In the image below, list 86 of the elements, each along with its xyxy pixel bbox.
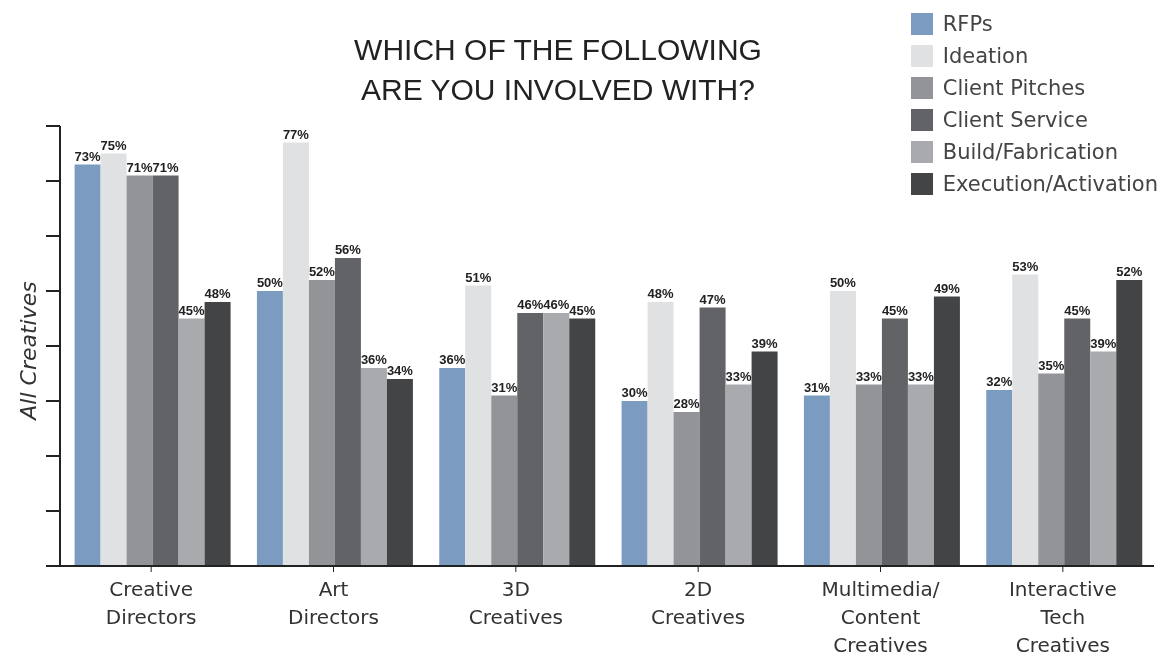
data-label: 33% bbox=[907, 368, 935, 384]
bar bbox=[126, 175, 153, 566]
data-label: 50% bbox=[256, 275, 284, 290]
bar bbox=[725, 384, 752, 566]
bar bbox=[1012, 274, 1039, 566]
data-label: 51% bbox=[465, 269, 492, 285]
x-tick-label: Multimedia/ Content Creatives bbox=[821, 577, 940, 657]
data-label: 45% bbox=[881, 302, 909, 318]
data-label: 45% bbox=[178, 302, 206, 318]
bar bbox=[881, 318, 908, 566]
bar bbox=[386, 379, 413, 566]
data-label: 33% bbox=[855, 368, 883, 384]
bar bbox=[1064, 318, 1091, 566]
bar bbox=[465, 285, 492, 566]
data-label: 45% bbox=[1064, 302, 1091, 318]
bar bbox=[673, 412, 700, 566]
data-label: 47% bbox=[699, 291, 727, 307]
data-label: 75% bbox=[100, 137, 128, 153]
data-label: 30% bbox=[621, 385, 649, 400]
bar bbox=[543, 313, 570, 566]
bar bbox=[517, 313, 544, 566]
chart-title: WHICH OF THE FOLLOWING ARE YOU INVOLVED WITH? bbox=[353, 32, 763, 108]
data-label: 46% bbox=[517, 297, 544, 312]
legend-label: Client Pitches bbox=[941, 75, 1087, 102]
data-label: 50% bbox=[829, 275, 857, 290]
bar bbox=[152, 175, 179, 566]
data-label: 31% bbox=[803, 379, 831, 395]
data-label: 31% bbox=[491, 379, 518, 395]
bar bbox=[699, 307, 726, 566]
data-label: 49% bbox=[933, 280, 961, 296]
data-label: 39% bbox=[751, 335, 779, 351]
bar bbox=[829, 291, 856, 566]
x-tick-label: Interactive Tech Creatives bbox=[1008, 577, 1117, 657]
legend-label: Ideation bbox=[941, 43, 1030, 70]
bar bbox=[282, 142, 309, 566]
data-label: 32% bbox=[986, 374, 1013, 389]
data-label: 73% bbox=[74, 148, 102, 164]
data-label: 52% bbox=[1116, 264, 1143, 279]
data-label: 28% bbox=[673, 396, 701, 411]
x-tick-label: Creative Directors bbox=[105, 577, 197, 629]
x-tick-label: Art Directors bbox=[288, 577, 379, 629]
bar bbox=[621, 401, 648, 566]
bar bbox=[74, 164, 101, 566]
data-label: 34% bbox=[386, 363, 414, 378]
bar bbox=[178, 318, 205, 566]
data-label: 33% bbox=[725, 368, 753, 384]
bar bbox=[986, 390, 1013, 566]
data-label: 48% bbox=[647, 286, 675, 301]
bar bbox=[334, 258, 361, 566]
y-axis-title: All Creatives bbox=[15, 280, 41, 423]
bar bbox=[360, 368, 387, 566]
data-label: 52% bbox=[308, 264, 336, 279]
bar bbox=[308, 280, 335, 566]
bar bbox=[855, 384, 882, 566]
bar bbox=[204, 302, 231, 566]
data-label: 71% bbox=[152, 159, 180, 175]
bar bbox=[1090, 351, 1117, 566]
legend-label: Client Service bbox=[941, 107, 1089, 134]
bar bbox=[933, 296, 960, 566]
legend-label: RFPs bbox=[941, 11, 994, 38]
x-tick-label: 3D Creatives bbox=[468, 577, 563, 629]
data-label: 71% bbox=[126, 159, 154, 175]
bar bbox=[100, 153, 127, 566]
bar bbox=[439, 368, 466, 566]
bar bbox=[491, 395, 518, 566]
bar bbox=[1116, 280, 1143, 566]
data-label: 46% bbox=[543, 297, 570, 312]
data-label: 35% bbox=[1038, 357, 1065, 373]
data-label: 36% bbox=[360, 352, 388, 367]
data-label: 48% bbox=[204, 286, 232, 301]
bar bbox=[803, 395, 830, 566]
bar bbox=[1038, 373, 1065, 566]
x-tick-label: 2D Creatives bbox=[651, 577, 746, 629]
data-label: 77% bbox=[282, 126, 310, 142]
bar bbox=[907, 384, 934, 566]
legend-label: Build/Fabrication bbox=[941, 139, 1119, 166]
data-label: 36% bbox=[439, 352, 466, 367]
data-label: 39% bbox=[1090, 335, 1117, 351]
bar bbox=[569, 318, 596, 566]
bar bbox=[647, 302, 674, 566]
legend-label: Execution/Activation bbox=[941, 171, 1158, 198]
bar bbox=[751, 351, 778, 566]
data-label: 45% bbox=[569, 302, 596, 318]
data-label: 53% bbox=[1012, 258, 1039, 274]
bar bbox=[256, 291, 283, 566]
data-label: 56% bbox=[334, 242, 362, 257]
